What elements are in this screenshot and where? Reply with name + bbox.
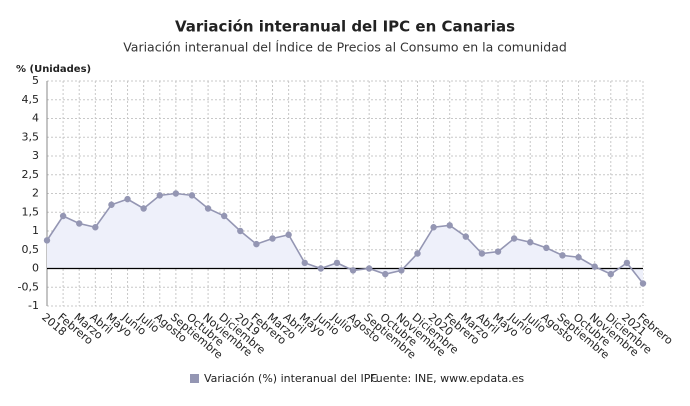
point: [317, 265, 325, 272]
area: [47, 193, 643, 284]
point: [140, 205, 147, 212]
legend-marker: [190, 374, 199, 383]
point: [607, 270, 614, 278]
point: [591, 263, 598, 270]
point: [414, 250, 421, 257]
point: [543, 244, 550, 252]
point: [92, 224, 99, 231]
y-tick-label: 1: [32, 224, 39, 237]
point: [478, 250, 486, 257]
point: [349, 267, 357, 274]
point: [333, 259, 341, 267]
y-tick-label: 5: [32, 74, 39, 87]
point: [76, 220, 83, 227]
y-tick-label: 2,5: [22, 168, 40, 181]
chart-title: Variación interanual del IPC en Canarias: [175, 18, 515, 36]
point: [188, 192, 196, 199]
y-tick-label: -0,5: [18, 280, 39, 293]
y-tick-label: 3: [32, 149, 39, 162]
point: [559, 252, 566, 259]
y-axis-label: % (Unidades): [16, 64, 91, 75]
point: [430, 224, 437, 231]
source: Fuente: INE, www.epdata.es: [370, 372, 524, 385]
point: [253, 240, 260, 248]
y-tick-label: -1: [28, 299, 39, 312]
point: [527, 239, 534, 246]
point: [237, 227, 244, 235]
chart-subtitle: Variación interanual del Índice de Preci…: [123, 40, 567, 55]
point: [462, 233, 470, 240]
point: [575, 254, 582, 261]
point: [494, 248, 502, 255]
point: [510, 235, 518, 242]
point: [301, 259, 308, 267]
point: [172, 190, 180, 197]
point: [285, 231, 292, 238]
point: [398, 267, 405, 274]
point: [43, 237, 51, 244]
point: [382, 270, 389, 278]
point: [108, 201, 115, 208]
point: [220, 212, 228, 220]
legend-label: Variación (%) interanual del IPC: [204, 372, 378, 385]
point: [446, 222, 453, 229]
point: [59, 212, 67, 220]
y-tick-label: 4,5: [22, 93, 40, 106]
point: [124, 195, 131, 203]
y-tick-label: 3,5: [22, 130, 40, 143]
y-tick-label: 4: [32, 112, 39, 125]
point: [204, 205, 212, 212]
point: [623, 259, 631, 267]
point: [156, 192, 163, 199]
y-tick-label: 0,5: [22, 243, 40, 256]
point: [269, 235, 276, 242]
y-tick-label: 0: [32, 262, 39, 275]
y-tick-label: 1,5: [22, 205, 40, 218]
point: [639, 280, 647, 287]
point: [365, 265, 373, 272]
y-tick-label: 2: [32, 187, 39, 200]
